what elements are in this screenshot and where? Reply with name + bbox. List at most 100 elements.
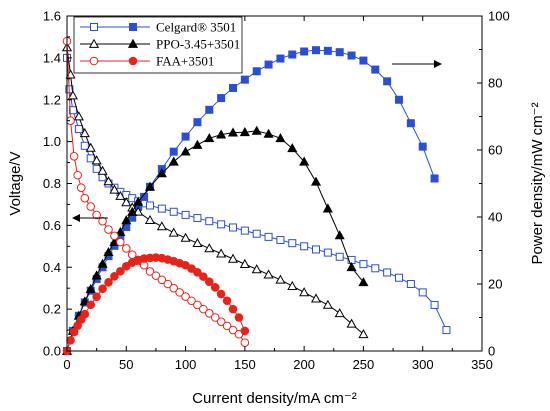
polarization-point xyxy=(133,206,144,216)
polarization-point xyxy=(80,193,90,203)
y-left-tick-label: 1.6 xyxy=(43,9,61,24)
polarization-point xyxy=(193,214,202,223)
polarization-point xyxy=(418,288,427,297)
legend-filled-marker xyxy=(129,23,137,31)
polarization-point xyxy=(175,288,184,297)
polarization-point xyxy=(73,170,82,180)
legend-label: FAA+3501 xyxy=(156,54,214,69)
power-point xyxy=(240,326,250,336)
y-right-tick-label: 60 xyxy=(488,143,502,158)
polarization-point xyxy=(322,299,333,309)
polarization-point xyxy=(264,232,273,241)
polarization-point xyxy=(91,155,102,165)
polarization-point xyxy=(193,300,202,310)
polarization-point xyxy=(163,279,173,289)
power-point xyxy=(199,272,208,281)
power-point xyxy=(98,284,107,293)
polarization-point xyxy=(251,264,262,274)
y-left-tick-label: 0.0 xyxy=(43,344,61,359)
polarization-point xyxy=(103,176,114,186)
y-axis-right-title: Power density/mW cm⁻² xyxy=(529,102,546,264)
polarization-point xyxy=(383,268,392,277)
legend-box xyxy=(73,16,243,74)
power-point xyxy=(229,84,237,93)
power-point xyxy=(227,127,239,137)
power-point xyxy=(181,132,190,141)
power-point xyxy=(312,46,320,55)
y-axis-left-title: Voltage/V xyxy=(7,151,24,215)
power-point xyxy=(110,271,119,281)
power-point xyxy=(334,230,345,240)
series-2 xyxy=(62,36,250,356)
polarization-point xyxy=(204,309,214,318)
polarization-point xyxy=(181,210,190,219)
legend: Celgard® 3501 PPO-3.45+3501 FAA+3501 xyxy=(73,16,243,74)
power-point xyxy=(103,246,114,257)
polarization-point xyxy=(310,293,322,303)
polarization-point xyxy=(187,296,196,306)
power-point xyxy=(276,54,285,63)
polarization-point xyxy=(406,280,415,288)
polarization-point xyxy=(442,326,451,335)
power-point xyxy=(104,278,113,287)
polarization-point xyxy=(204,243,215,253)
polarization-point xyxy=(240,226,249,235)
power-point xyxy=(121,215,132,225)
polarization-point xyxy=(263,269,274,279)
polarization-point xyxy=(299,287,310,297)
power-point xyxy=(275,133,286,143)
power-point xyxy=(300,47,309,56)
y-right-tick-label: 100 xyxy=(488,9,510,24)
x-tick-label: 0 xyxy=(63,357,70,372)
power-point xyxy=(140,192,149,201)
polarization-point xyxy=(227,253,239,263)
polarization-point xyxy=(74,125,83,134)
power-point xyxy=(322,203,333,213)
polarization-point xyxy=(79,128,90,138)
legend-filled-marker xyxy=(127,38,139,48)
polarization-point xyxy=(157,275,167,285)
power-point xyxy=(228,304,238,314)
power-point xyxy=(144,181,156,191)
x-axis-title: Current density/mA cm⁻² xyxy=(192,390,357,407)
power-point xyxy=(91,270,102,280)
polarization-point xyxy=(85,142,96,152)
polarization-point xyxy=(275,274,286,284)
polarization-point xyxy=(104,225,113,234)
y-right-tick-label: 0 xyxy=(488,344,495,359)
power-point xyxy=(430,174,439,183)
polarization-point xyxy=(110,231,119,241)
polarization-point xyxy=(359,260,368,269)
polarization-point xyxy=(109,184,120,194)
y-right-tick-label: 20 xyxy=(488,277,502,292)
power-point xyxy=(347,51,356,60)
polarization-point xyxy=(121,244,131,253)
polarization-point xyxy=(300,242,309,251)
polarization-point xyxy=(210,313,220,322)
power-point xyxy=(287,143,298,153)
y-left-tick-label: 1.2 xyxy=(43,92,61,107)
polarization-point xyxy=(86,202,96,211)
polarization-point xyxy=(287,280,298,290)
power-point xyxy=(335,48,344,57)
polarization-point xyxy=(169,283,179,293)
power-point xyxy=(234,313,244,322)
power-point xyxy=(240,75,249,84)
power-point xyxy=(406,119,415,128)
power-point xyxy=(66,335,75,345)
power-point xyxy=(180,146,191,156)
power-point xyxy=(358,277,369,287)
power-point xyxy=(204,133,215,143)
power-point xyxy=(115,226,126,236)
x-tick-label: 150 xyxy=(234,357,256,372)
power-point xyxy=(80,309,90,319)
polarization-point xyxy=(92,210,101,220)
power-point xyxy=(168,156,179,166)
legend-label: PPO-3.45+3501 xyxy=(156,37,240,52)
y-left-tick-label: 0.2 xyxy=(43,302,61,317)
power-point xyxy=(251,125,262,135)
legend-filled-marker xyxy=(128,56,138,66)
y-right-tick-label: 40 xyxy=(488,210,502,225)
power-point xyxy=(323,46,332,55)
